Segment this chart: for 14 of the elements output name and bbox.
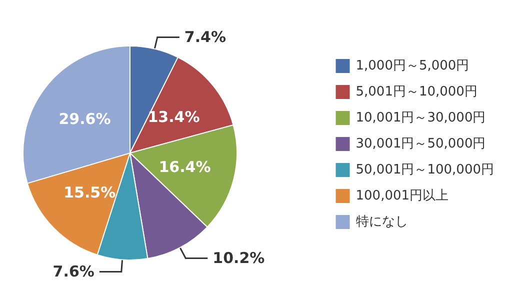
legend-label: 1,000円～5,000円 bbox=[356, 58, 470, 74]
data-label: 7.4% bbox=[184, 28, 226, 46]
legend-label: 30,001円～50,000円 bbox=[356, 136, 486, 152]
legend-label: 特になし bbox=[356, 214, 408, 230]
data-label: 29.6% bbox=[58, 110, 111, 128]
legend-label: 50,001円～100,000円 bbox=[356, 162, 494, 178]
data-label: 15.5% bbox=[64, 183, 116, 202]
data-label: 16.4% bbox=[158, 158, 211, 176]
data-label: 13.4% bbox=[148, 108, 200, 126]
legend-label: 100,001円以上 bbox=[356, 188, 449, 204]
legend-label: 10,001円～30,000円 bbox=[356, 110, 486, 126]
data-label: 7.6% bbox=[52, 262, 94, 281]
data-label: 10.2% bbox=[212, 249, 265, 268]
legend-label: 5,001円～10,000円 bbox=[356, 84, 478, 100]
